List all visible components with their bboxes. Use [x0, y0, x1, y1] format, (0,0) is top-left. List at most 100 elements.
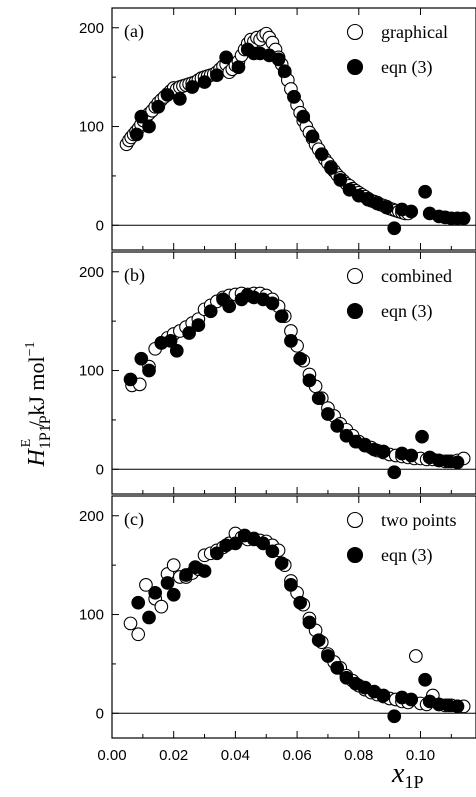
legend-marker [346, 546, 364, 564]
filled-point [222, 299, 237, 314]
panel-frame [111, 495, 476, 739]
open-point [139, 578, 153, 592]
y-tick-label: 100 [79, 363, 104, 380]
filled-point [160, 88, 175, 102]
filled-point [293, 595, 308, 610]
filled-point [219, 50, 233, 65]
x-tick-label: 0.04 [221, 747, 250, 764]
legend-label: two points [381, 510, 457, 530]
filled-point [387, 465, 402, 480]
filled-point [302, 615, 317, 630]
filled-point [314, 147, 329, 162]
filled-point [169, 343, 184, 358]
filled-point [296, 109, 311, 124]
filled-point [404, 448, 419, 463]
y-tick-label: 200 [79, 264, 104, 281]
filled-point [265, 544, 280, 559]
filled-point [160, 576, 175, 590]
filled-point [450, 455, 465, 470]
y-tick-label: 100 [79, 119, 104, 136]
filled-point [185, 80, 200, 94]
y-axis-title-main: H [24, 448, 50, 468]
x-tick-label: 0.02 [159, 747, 188, 764]
filled-point [182, 326, 196, 340]
filled-point [293, 351, 308, 366]
filled-point [203, 304, 218, 319]
filled-point [142, 363, 156, 378]
filled-point [142, 119, 156, 134]
series-filled [123, 288, 465, 480]
legend-marker [346, 267, 364, 285]
filled-point [418, 672, 432, 687]
filled-point [387, 709, 402, 724]
panel-frame [111, 7, 476, 251]
x-tick-label: 0.06 [282, 747, 311, 764]
legend-label: graphical [381, 22, 448, 42]
y-tick-label: 0 [96, 217, 104, 234]
filled-point [197, 75, 212, 89]
filled-point [376, 444, 391, 459]
y-axis-title-sup: E [19, 439, 34, 448]
legend-marker [346, 23, 364, 41]
panels-layer: 0 100 200 (a) graphical eqn (3) 0 100 200 (b) comb… [79, 7, 476, 764]
y-axis-title: H1P1PE / kJ mol−1 [19, 341, 54, 467]
filled-point [274, 556, 289, 571]
series-filled [131, 528, 465, 724]
filled-point [450, 699, 465, 714]
filled-point [151, 99, 166, 114]
y-tick-label: 0 [96, 461, 104, 478]
filled-point [271, 52, 286, 67]
legend-marker [346, 58, 364, 76]
legend-label: eqn (3) [381, 301, 432, 322]
filled-point [330, 661, 345, 675]
panel-letter: (b) [124, 265, 145, 286]
chart-panel-3: 0 100 200 (c) two points eqn (3) [79, 495, 476, 739]
filled-point [228, 536, 243, 551]
open-point [408, 649, 423, 663]
filled-point [379, 200, 394, 215]
filled-point [197, 564, 212, 578]
filled-point [404, 692, 419, 707]
legend-label: eqn (3) [381, 545, 432, 566]
filled-point [123, 372, 138, 387]
filled-point [456, 211, 471, 226]
filled-point [148, 585, 163, 600]
panel-letter: (a) [124, 21, 144, 42]
panel-letter: (c) [124, 509, 144, 530]
svg-text:H1P1PE / kJ mol−1: H1P1PE / kJ mol−1 [19, 341, 54, 467]
x-axis-title-sub: 1P [404, 772, 423, 792]
filled-point [324, 161, 338, 175]
x-axis-title: x1P [391, 758, 423, 792]
legend-label: eqn (3) [381, 57, 432, 78]
x-tick-label: 0.08 [344, 747, 373, 764]
filled-point [231, 60, 246, 75]
filled-point [191, 318, 206, 332]
filled-point [305, 129, 320, 144]
series-filled [129, 42, 471, 236]
filled-point [129, 127, 144, 142]
y-tick-label: 100 [79, 607, 104, 624]
filled-point [418, 184, 432, 199]
filled-point [179, 568, 193, 582]
filled-point [321, 649, 335, 663]
filled-point [134, 351, 149, 366]
filled-point [376, 688, 391, 703]
open-point [123, 616, 138, 631]
open-point [166, 558, 181, 572]
x-tick-label: 0.10 [406, 747, 435, 764]
filled-point [210, 546, 224, 561]
filled-point [265, 296, 280, 311]
filled-point [256, 536, 271, 551]
filled-point [163, 334, 178, 348]
y-tick-label: 200 [79, 20, 104, 37]
svg-text:x1P: x1P [391, 758, 423, 792]
filled-point [311, 391, 326, 406]
filled-point [210, 68, 224, 83]
filled-point [134, 109, 149, 124]
filled-point [277, 64, 292, 79]
filled-point [321, 407, 335, 421]
chart-panel-1: 0 100 200 (a) graphical eqn (3) [79, 7, 476, 251]
y-axis-title-unit: / kJ mol [24, 356, 49, 432]
y-tick-label: 200 [79, 508, 104, 525]
filled-point [387, 221, 402, 236]
